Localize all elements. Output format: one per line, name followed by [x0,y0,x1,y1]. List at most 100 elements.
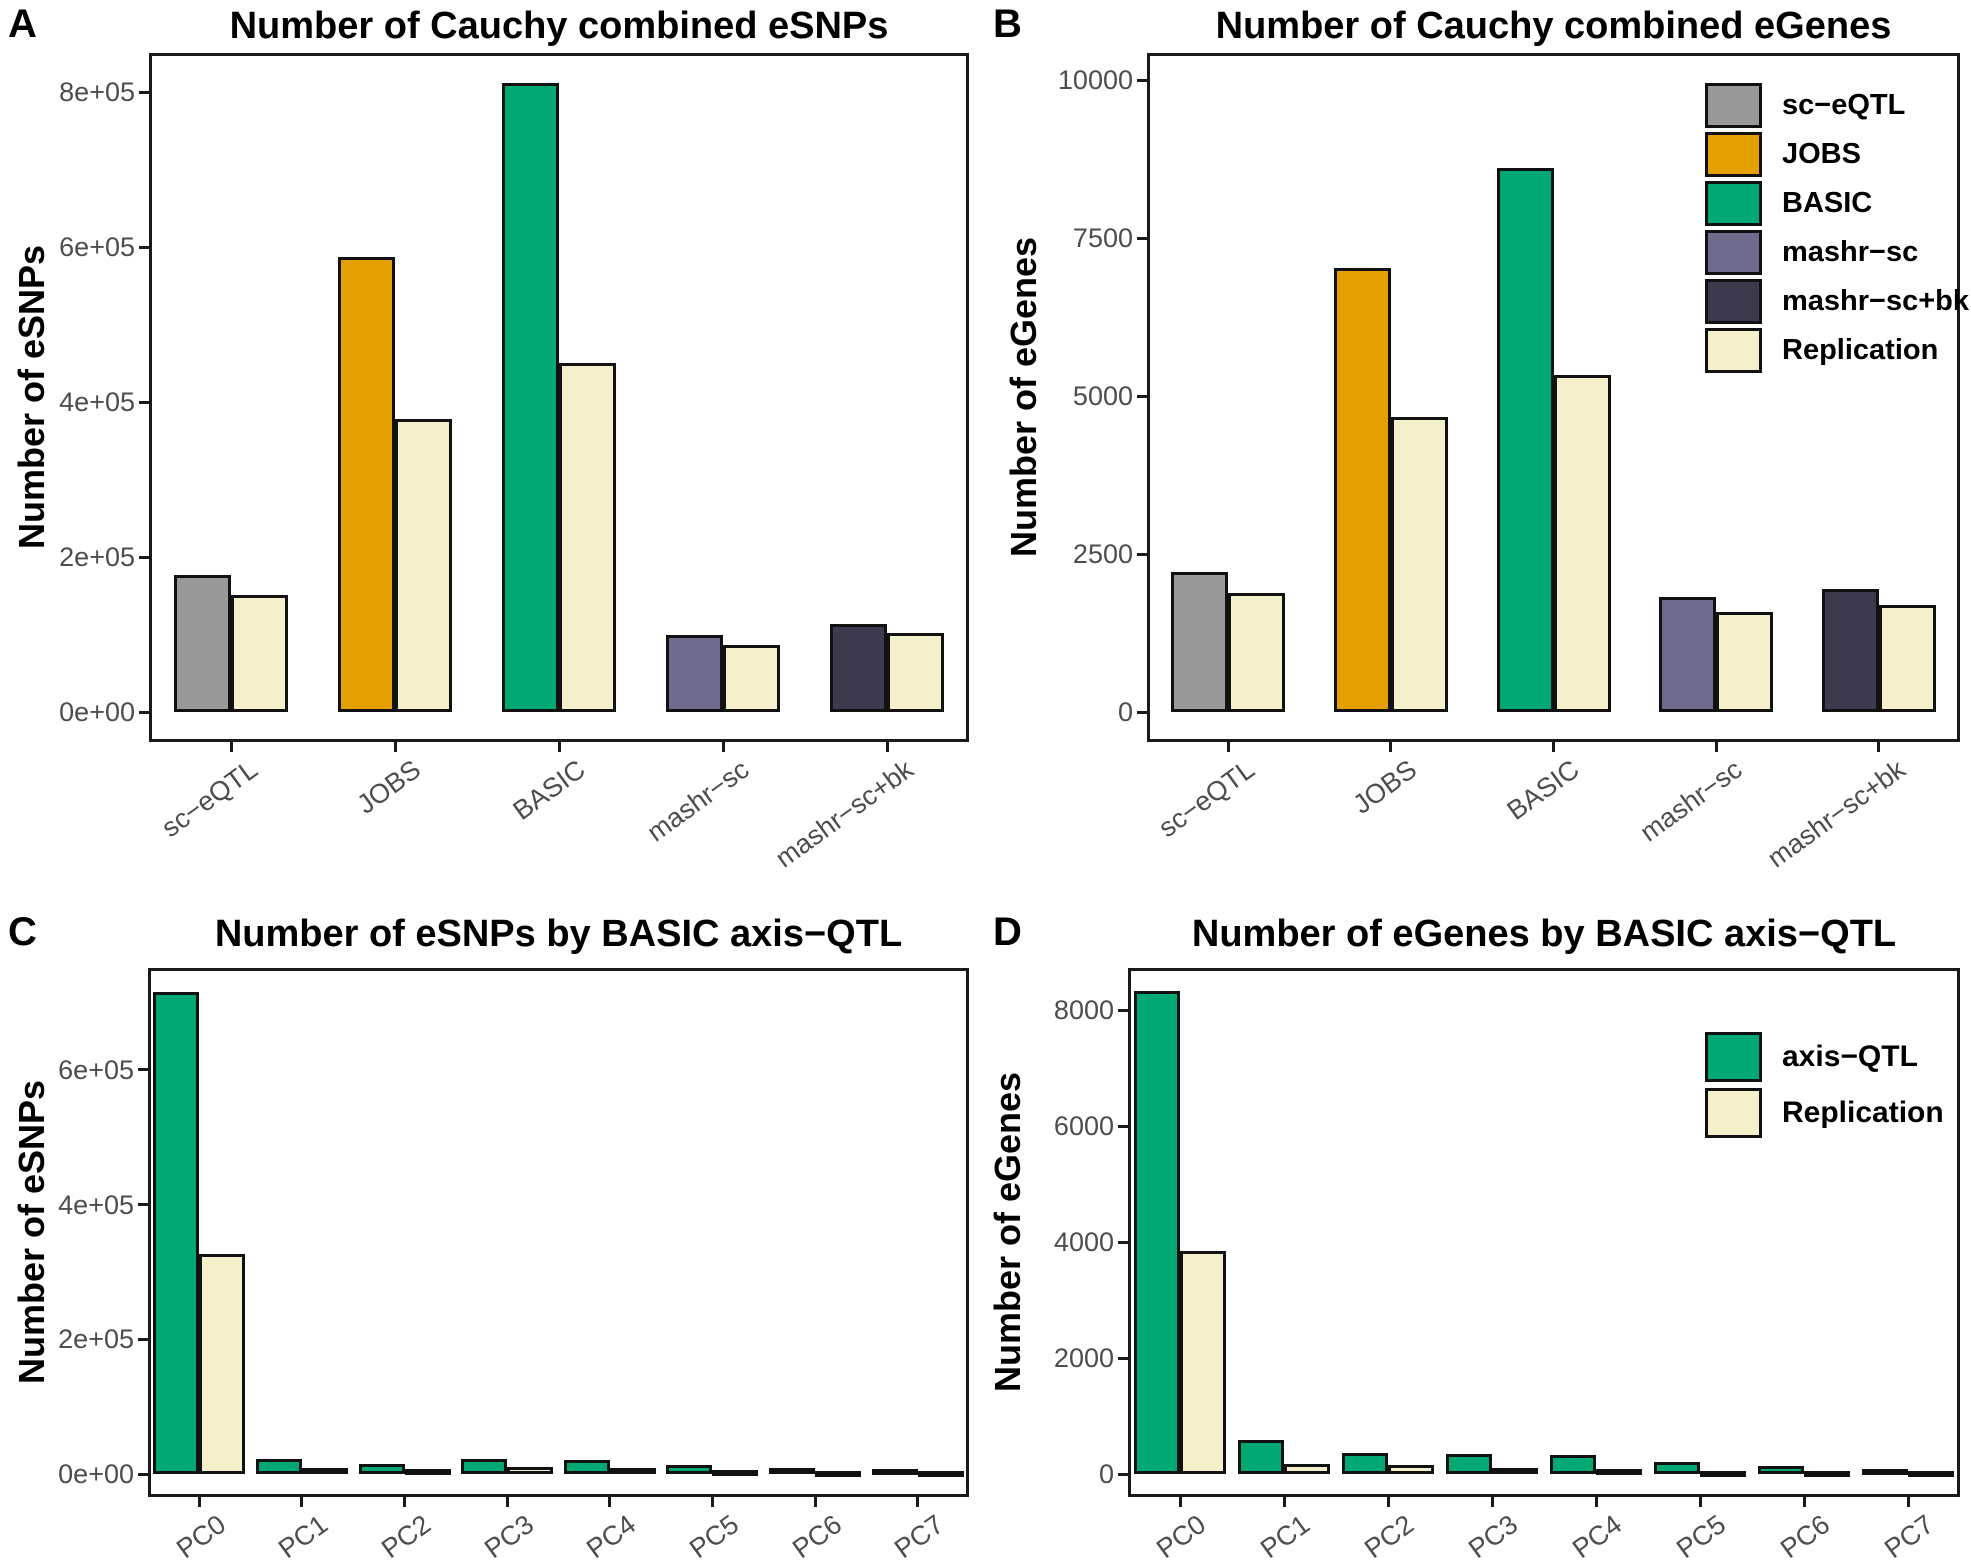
y-axis-tick-label: 7500 [1072,223,1133,253]
x-axis-tick [300,1497,304,1507]
y-axis-tick-label: 4e+05 [58,1189,134,1220]
x-axis-tick [710,1497,714,1507]
y-axis-tick-label: 10000 [1057,65,1133,95]
panel-b-title: Number of Cauchy combined eGenes [1215,5,1892,47]
x-axis-category-label: mashr−sc [641,754,755,848]
bar-d-PC6-replication [1804,1471,1850,1477]
x-axis-tick [1178,1497,1182,1507]
x-axis-category-label: PC2 [1359,1509,1420,1562]
y-axis-tick-label: 2e+05 [59,542,135,572]
x-axis-category-label: JOBS [1347,754,1423,820]
legend-swatch-mashrsc [1705,230,1762,275]
bar-d-PC4-method [1550,1454,1596,1474]
panel-b-y-axis-label: Number of eGenes [1003,236,1044,558]
bar-c-PC1-replication [301,1467,348,1474]
y-axis-tick-label: 0 [1098,1459,1114,1489]
bar-d-PC4-replication [1596,1469,1642,1476]
legend-label-BASIC: BASIC [1782,187,1873,219]
bar-c-PC1-method [255,1459,302,1474]
x-axis-category-label: PC0 [1151,1509,1212,1562]
x-axis-tick [1594,1497,1598,1507]
panel-d-letter: D [993,910,1022,954]
x-axis-tick [557,742,561,752]
legend-label-JOBS: JOBS [1782,138,1861,170]
y-axis-tick [138,1472,148,1476]
x-axis-tick [1389,742,1393,752]
x-axis-tick [393,742,397,752]
legend-swatch-sceQTL [1705,83,1762,128]
x-axis-category-label: mashr−sc+bk [1761,754,1911,874]
y-axis-tick-label: 8000 [1053,995,1114,1025]
x-axis-tick [1552,742,1555,752]
y-axis-tick [139,400,149,404]
x-axis-tick [916,1497,920,1507]
y-axis-tick [1137,394,1147,398]
x-axis-tick [1714,742,1718,752]
bar-a-sceQTL-method [174,574,231,712]
bar-d-PC1-replication [1284,1464,1330,1474]
y-axis-tick [1118,1240,1128,1244]
bar-a-JOBS-method [338,257,395,712]
bar-a-mashrsc-replication [723,645,780,712]
x-axis-category-label: BASIC [507,754,591,826]
bar-b-mashrsc-method [1659,597,1717,712]
bar-c-PC0-method [153,992,200,1474]
x-axis-category-label: sc−eQTL [1153,754,1260,844]
y-axis-tick-label: 6000 [1053,1111,1114,1141]
y-axis-tick [139,90,149,94]
x-axis-category-label: PC6 [1775,1509,1836,1562]
bar-a-sceQTL-replication [231,594,288,712]
bar-d-PC5-replication [1700,1471,1746,1477]
bar-c-PC3-method [461,1459,508,1474]
x-axis-category-label: mashr−sc [1634,754,1748,848]
bar-d-PC5-method [1654,1462,1700,1474]
x-axis-tick [721,742,725,752]
x-axis-category-label: PC5 [1671,1509,1732,1562]
bar-c-PC7-method [871,1468,918,1475]
x-axis-category-label: mashr−sc+bk [769,754,919,874]
panel-c-plot-area [148,968,969,1497]
bar-d-PC6-method [1758,1466,1804,1474]
legend-label-Replication: Replication [1782,334,1939,366]
panel-d-title: Number of eGenes by BASIC axis−QTL [1191,913,1897,955]
legend-swatch-Replication [1705,328,1762,373]
bar-d-PC1-method [1238,1439,1284,1474]
y-axis-tick [1137,552,1147,556]
x-axis-category-label: PC0 [170,1509,231,1562]
bar-b-mashrsc-replication [1716,611,1774,712]
y-axis-tick [1137,710,1147,714]
bar-d-PC7-replication [1908,1471,1954,1477]
bar-b-mashrscbk-method [1821,589,1879,712]
x-axis-category-label: PC7 [889,1509,950,1562]
bar-b-sceQTL-method [1171,572,1229,712]
y-axis-tick [138,1068,148,1072]
x-axis-category-label: PC4 [1567,1509,1628,1562]
bar-c-PC4-replication [609,1468,656,1475]
bar-b-BASIC-method [1496,168,1554,712]
x-axis-tick [1906,1497,1910,1507]
bar-b-JOBS-replication [1390,416,1448,712]
x-axis-tick [813,1497,817,1507]
bar-d-PC2-replication [1388,1465,1434,1474]
bar-b-mashrscbk-replication [1878,605,1936,712]
bar-c-PC2-replication [404,1469,451,1476]
bar-d-PC3-method [1446,1453,1492,1474]
x-axis-tick [1698,1497,1702,1507]
x-axis-category-label: PC6 [786,1509,847,1562]
x-axis-tick [1802,1497,1806,1507]
panel-b-plot-area [1147,53,1960,742]
bar-a-JOBS-replication [395,419,452,712]
y-axis-tick [1118,1356,1128,1360]
bar-d-PC0-replication [1180,1250,1226,1474]
y-axis-tick [138,1203,148,1207]
bar-d-PC3-replication [1492,1467,1538,1474]
y-axis-tick [1118,1472,1128,1476]
bar-d-PC7-method [1862,1469,1908,1476]
legend-label-mashrsc: mashr−sc [1782,236,1919,268]
y-axis-tick-label: 4e+05 [59,387,135,417]
x-axis-category-label: sc−eQTL [155,754,263,844]
x-axis-category-label: PC1 [273,1509,334,1562]
x-axis-category-label: BASIC [1501,754,1586,826]
x-axis-category-label: PC3 [1463,1509,1524,1562]
